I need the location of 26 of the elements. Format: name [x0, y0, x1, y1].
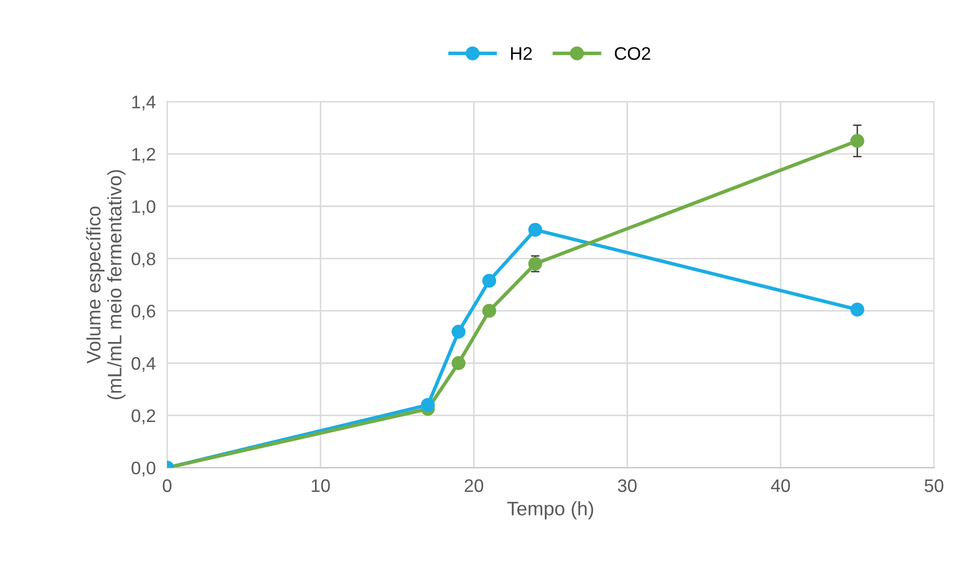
x-tick-label: 20 — [464, 479, 484, 492]
point — [420, 398, 435, 412]
point — [850, 302, 864, 316]
legend-label: H2 — [511, 47, 532, 60]
y-axis-title: Volume específico (mL/mL meio fermentativo) — [86, 170, 126, 400]
legend-label: CO2 — [614, 47, 650, 60]
x-tick-label: 10 — [312, 479, 330, 492]
x-tick-label: 30 — [618, 479, 637, 492]
y-tick-label: 1,2 — [132, 148, 156, 163]
point — [482, 274, 496, 288]
x-tick-label: 40 — [770, 479, 790, 492]
x-tick-label: 0 — [162, 479, 172, 492]
point — [850, 134, 864, 148]
y-tick-label: 1,4 — [132, 96, 156, 111]
y-tick-label: 0,4 — [132, 357, 156, 372]
y-tick-label: 1,0 — [132, 200, 156, 216]
point — [528, 222, 542, 237]
y-tick-label: 0,2 — [132, 409, 156, 424]
point — [452, 324, 466, 339]
y-tick-label: 0,8 — [132, 252, 156, 268]
y-tick-label: 0,0 — [132, 462, 156, 477]
x-axis-title: Tempo (h) — [507, 501, 594, 520]
y-tick-label: 0,6 — [132, 304, 156, 320]
point — [452, 356, 466, 370]
x-tick-label: 50 — [924, 479, 944, 492]
point — [482, 304, 496, 318]
